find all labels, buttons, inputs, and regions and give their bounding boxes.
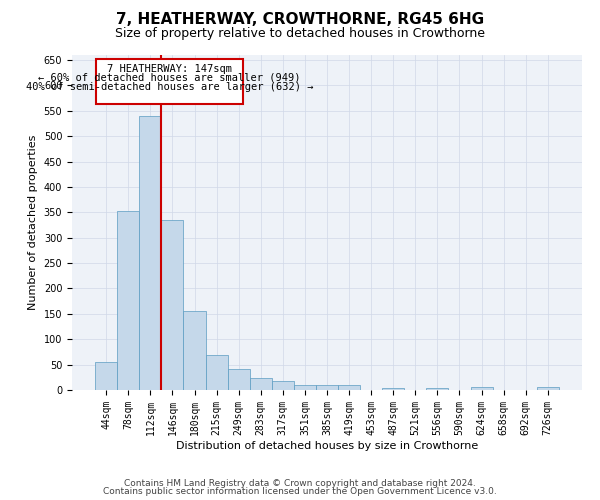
Text: Size of property relative to detached houses in Crowthorne: Size of property relative to detached ho… — [115, 28, 485, 40]
Bar — [206, 356, 227, 390]
Text: Contains public sector information licensed under the Open Government Licence v3: Contains public sector information licen… — [103, 487, 497, 496]
Bar — [95, 362, 117, 390]
Text: 40% of semi-detached houses are larger (632) →: 40% of semi-detached houses are larger (… — [26, 82, 313, 92]
Bar — [427, 388, 448, 390]
Bar — [470, 388, 493, 390]
Bar — [338, 386, 360, 390]
Bar — [227, 368, 250, 390]
Bar — [537, 388, 559, 390]
Bar — [161, 220, 184, 390]
Y-axis label: Number of detached properties: Number of detached properties — [28, 135, 38, 310]
Bar — [382, 388, 404, 390]
Text: 7 HEATHERWAY: 147sqm: 7 HEATHERWAY: 147sqm — [107, 64, 232, 74]
Text: ← 60% of detached houses are smaller (949): ← 60% of detached houses are smaller (94… — [38, 73, 301, 83]
Bar — [139, 116, 161, 390]
Bar — [117, 212, 139, 390]
Text: 7, HEATHERWAY, CROWTHORNE, RG45 6HG: 7, HEATHERWAY, CROWTHORNE, RG45 6HG — [116, 12, 484, 28]
Bar — [250, 378, 272, 390]
Bar — [316, 386, 338, 390]
Bar — [272, 381, 294, 390]
Bar — [294, 385, 316, 390]
Bar — [184, 312, 206, 390]
X-axis label: Distribution of detached houses by size in Crowthorne: Distribution of detached houses by size … — [176, 440, 478, 450]
Text: Contains HM Land Registry data © Crown copyright and database right 2024.: Contains HM Land Registry data © Crown c… — [124, 478, 476, 488]
FancyBboxPatch shape — [95, 59, 243, 104]
